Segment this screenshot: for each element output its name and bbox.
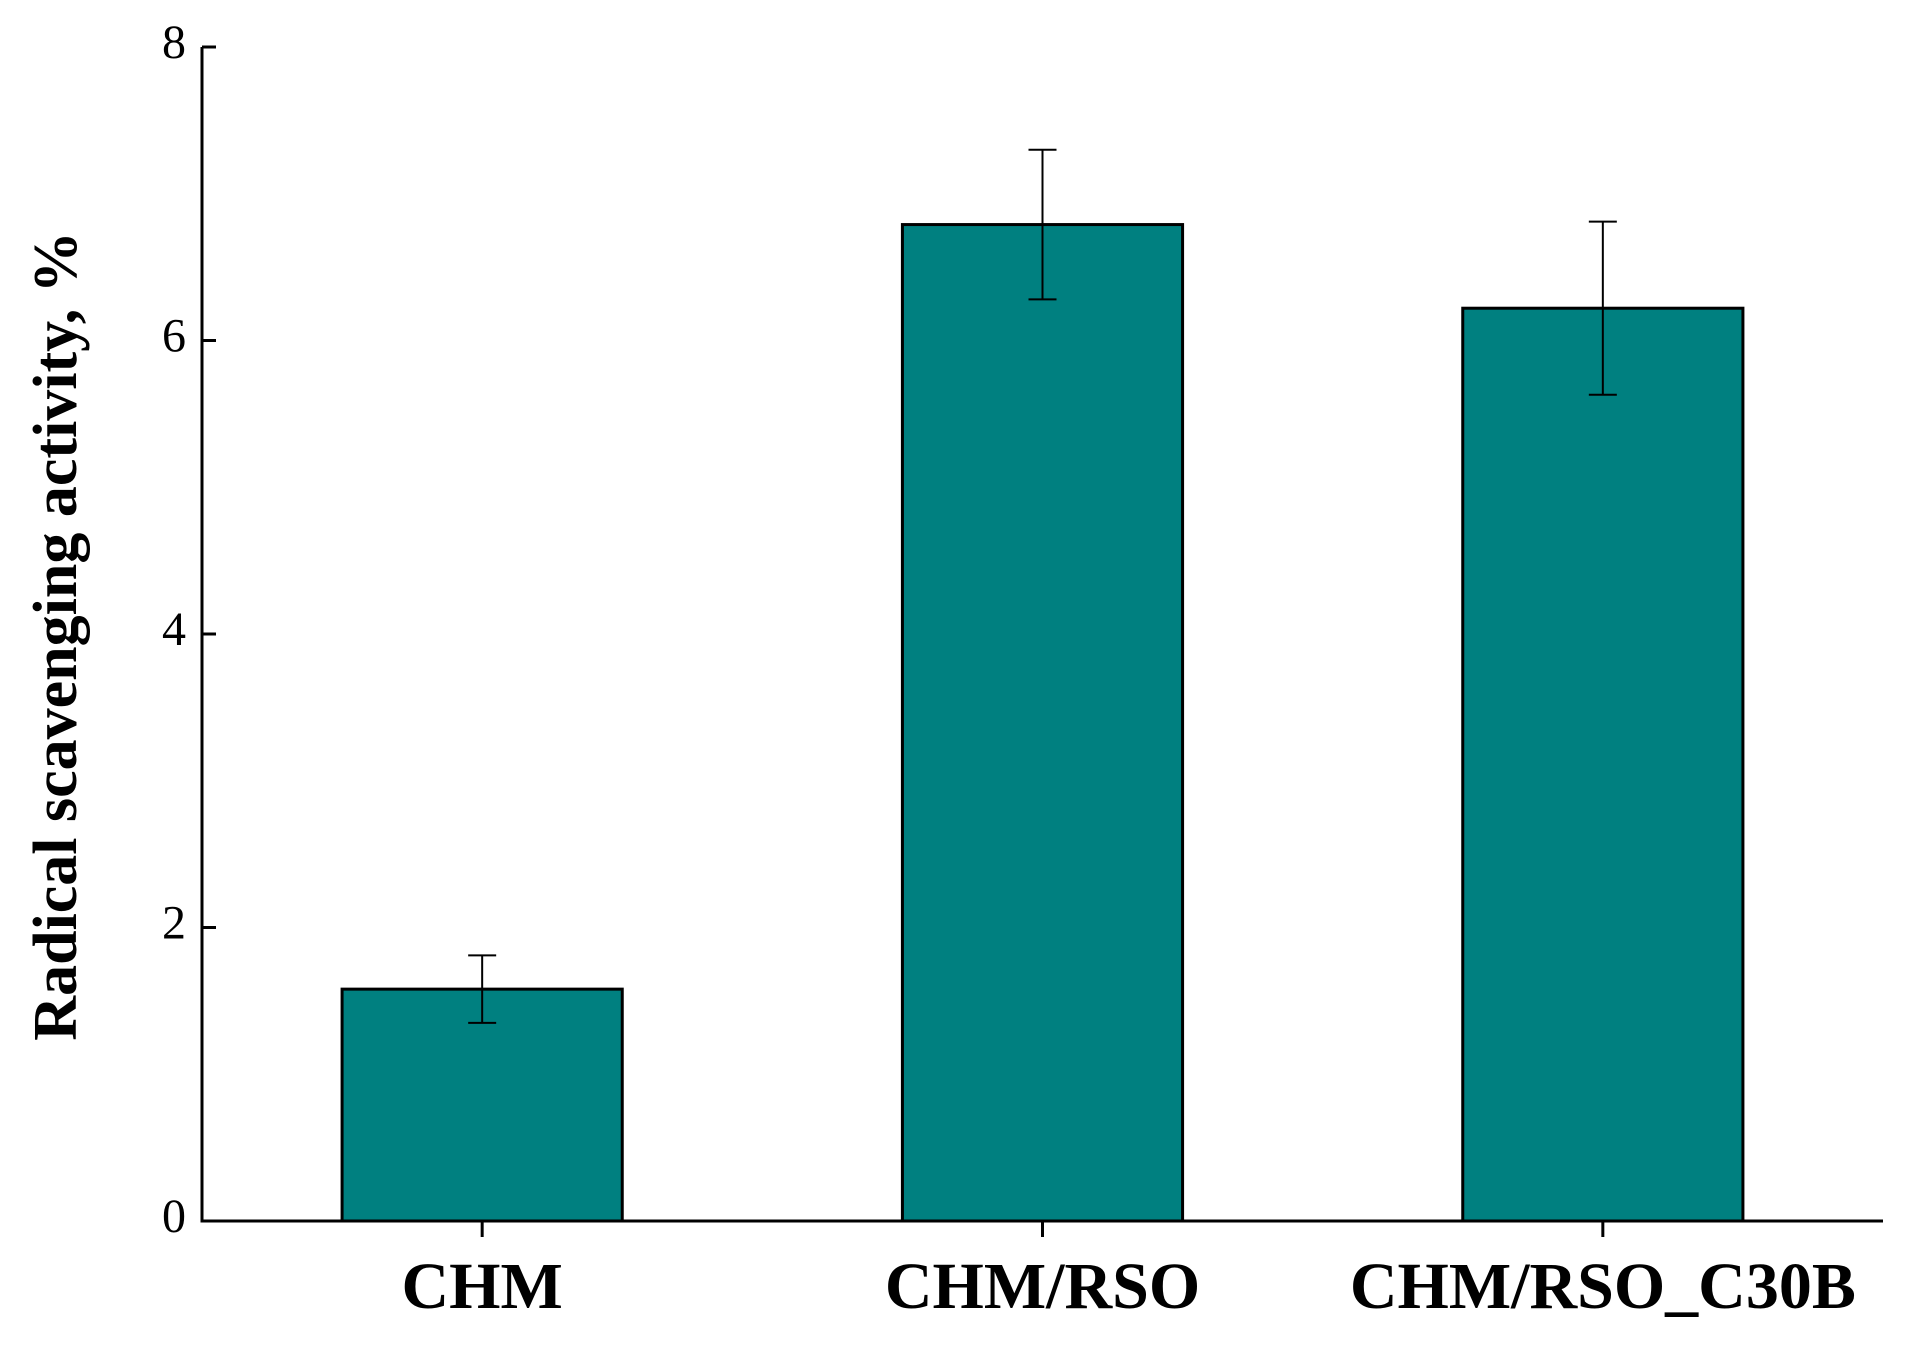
error-bar bbox=[1028, 148, 1057, 301]
x-tick-label: CHM/RSO_C30B bbox=[1350, 1250, 1856, 1323]
y-axis-title: Radical scavenging activity, % bbox=[22, 231, 90, 1040]
y-tick-label: 8 bbox=[162, 16, 186, 69]
error-bar bbox=[468, 954, 497, 1024]
bar bbox=[1461, 306, 1745, 1223]
y-tick-label: 4 bbox=[162, 603, 186, 656]
error-bar bbox=[1588, 220, 1617, 396]
x-tick-label: CHM/RSO bbox=[885, 1250, 1200, 1323]
y-tick-label: 2 bbox=[162, 897, 186, 950]
bar bbox=[900, 223, 1185, 1223]
y-tick-label: 0 bbox=[162, 1190, 186, 1243]
x-tick-label: CHM bbox=[402, 1250, 563, 1323]
bar bbox=[340, 987, 624, 1223]
y-tick-label: 6 bbox=[162, 310, 186, 363]
